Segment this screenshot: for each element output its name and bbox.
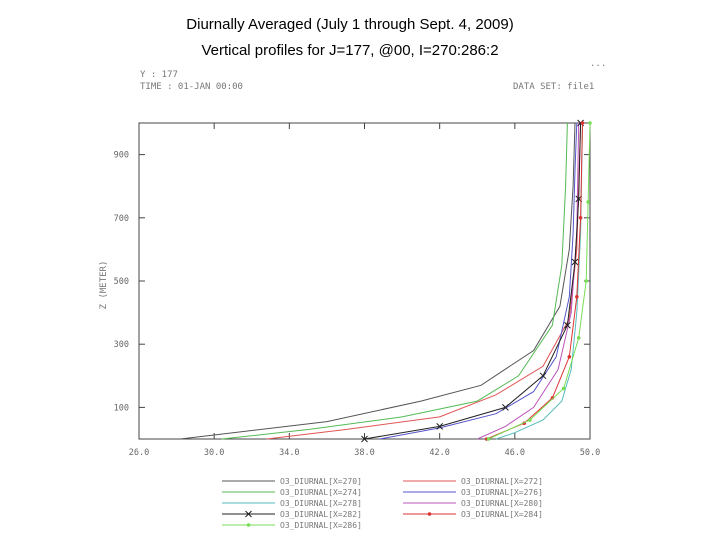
series-line bbox=[379, 122, 578, 440]
series-marker bbox=[246, 523, 251, 527]
series-line bbox=[495, 122, 583, 440]
legend-entry: O3_DIURNAL[X=284] bbox=[403, 510, 543, 519]
series-marker bbox=[486, 437, 491, 441]
series-marker bbox=[245, 510, 252, 518]
series-line-group bbox=[379, 122, 578, 440]
legend-label: O3_DIURNAL[X=282] bbox=[280, 510, 362, 519]
legend-entry: O3_DIURNAL[X=270] bbox=[222, 477, 362, 486]
legend-label: O3_DIURNAL[X=276] bbox=[461, 488, 543, 497]
legend-entry: O3_DIURNAL[X=276] bbox=[403, 488, 543, 497]
series-line-group bbox=[486, 121, 592, 441]
x-tick-label: 34.0 bbox=[279, 448, 299, 458]
series-marker bbox=[571, 258, 579, 266]
series-line-group bbox=[484, 121, 585, 441]
series-marker bbox=[588, 121, 592, 125]
plot-frame bbox=[138, 122, 591, 440]
series-line bbox=[221, 122, 568, 440]
y-tick-label: 900 bbox=[114, 151, 129, 161]
series-marker bbox=[427, 512, 432, 516]
series-line-group bbox=[495, 122, 583, 440]
legend-entry: O3_DIURNAL[X=274] bbox=[222, 488, 362, 497]
legend-entry: O3_DIURNAL[X=280] bbox=[403, 499, 543, 508]
series-marker bbox=[550, 396, 555, 400]
series-line bbox=[364, 122, 582, 440]
series-marker bbox=[578, 216, 583, 220]
series-marker bbox=[436, 423, 444, 430]
series-line bbox=[180, 122, 576, 440]
legend-label: O3_DIURNAL[X=274] bbox=[280, 488, 362, 497]
x-tick-label: 42.0 bbox=[429, 448, 449, 458]
series-marker bbox=[564, 321, 571, 329]
plot-time-label: TIME : 01-JAN 00:00 bbox=[140, 82, 243, 92]
legend-label: O3_DIURNAL[X=272] bbox=[461, 477, 543, 486]
y-axis-label: Z (METER) bbox=[99, 261, 109, 310]
x-tick-label: 46.0 bbox=[505, 448, 525, 458]
series-marker bbox=[539, 372, 547, 380]
legend-label: O3_DIURNAL[X=280] bbox=[461, 499, 543, 508]
legend-entry: O3_DIURNAL[X=286] bbox=[222, 521, 362, 530]
series-marker bbox=[567, 355, 572, 359]
legend-label: O3_DIURNAL[X=278] bbox=[280, 499, 362, 508]
legend-entry: O3_DIURNAL[X=282] bbox=[222, 510, 362, 519]
x-tick-label: 38.0 bbox=[354, 448, 374, 458]
series-marker bbox=[502, 404, 509, 411]
series-marker bbox=[561, 386, 566, 391]
series-marker bbox=[361, 435, 368, 443]
series-marker bbox=[580, 121, 585, 125]
plot-y-label: Y : 177 bbox=[140, 70, 178, 80]
chart-title-line-2: Vertical profiles for J=177, @00, I=270:… bbox=[201, 42, 499, 59]
chart-title-line-1: Diurnally Averaged (July 1 through Sept.… bbox=[186, 16, 514, 33]
series-marker bbox=[575, 295, 579, 299]
legend-label: O3_DIURNAL[X=286] bbox=[280, 521, 362, 530]
y-tick-label: 500 bbox=[114, 277, 129, 287]
legend-label: O3_DIURNAL[X=270] bbox=[280, 477, 362, 486]
x-tick-label: 50.0 bbox=[580, 448, 600, 458]
y-tick-label: 100 bbox=[114, 403, 129, 413]
plot-dataset-label: DATA SET: file1 bbox=[513, 82, 594, 92]
legend-entry: O3_DIURNAL[X=272] bbox=[403, 477, 543, 486]
legend-label: O3_DIURNAL[X=284] bbox=[461, 510, 543, 519]
series-line-group bbox=[361, 119, 584, 443]
y-tick-label: 700 bbox=[114, 214, 129, 224]
x-tick-label: 26.0 bbox=[129, 448, 149, 458]
series-line-group bbox=[221, 122, 568, 440]
series-marker bbox=[528, 418, 532, 422]
y-tick-label: 300 bbox=[114, 340, 129, 350]
series-marker bbox=[576, 336, 581, 340]
legend-entry: O3_DIURNAL[X=278] bbox=[222, 499, 362, 508]
x-tick-label: 30.0 bbox=[204, 448, 224, 458]
series-marker bbox=[586, 200, 590, 204]
series-line-group bbox=[180, 122, 576, 440]
plot-corner-text: ... bbox=[590, 59, 606, 69]
series-marker bbox=[584, 279, 589, 283]
